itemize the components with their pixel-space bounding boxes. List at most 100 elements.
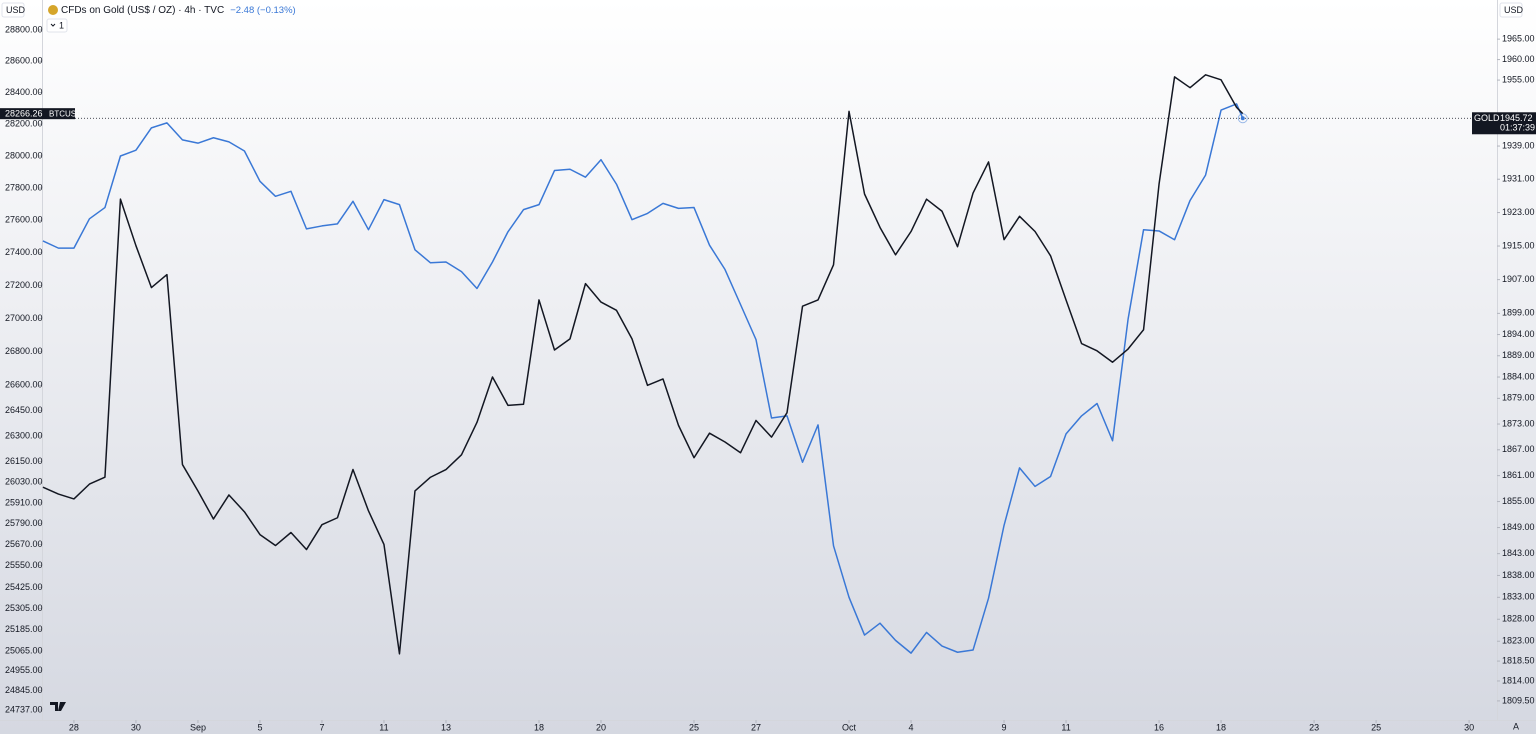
auto-scale-button[interactable]: A (1513, 721, 1519, 731)
y-tick-label: 26450.00 (5, 405, 43, 415)
x-tick-label: Oct (842, 722, 857, 732)
x-tick-label: 30 (131, 722, 141, 732)
y2-tick-label: 1855.00 (1502, 496, 1535, 506)
y2-tick-label: 1889.00 (1502, 350, 1535, 360)
y2-tick-label: 1833.00 (1502, 592, 1535, 602)
symbol-icon (48, 5, 58, 15)
series-line (42, 74, 1244, 655)
y2-tick-label: 1907.00 (1502, 274, 1535, 284)
y-tick-label: 24845.00 (5, 685, 43, 695)
y-tick-label: 25305.00 (5, 603, 43, 613)
y2-tick-label: 1818.50 (1502, 655, 1535, 665)
y2-tick-label: 1960.00 (1502, 54, 1535, 64)
y-tick-label: 25065.00 (5, 646, 43, 656)
x-tick-label: 13 (441, 722, 451, 732)
y-tick-label: 26600.00 (5, 380, 43, 390)
y-tick-label: 27800.00 (5, 182, 43, 192)
chevron-icon (50, 23, 56, 27)
last-point (1240, 116, 1245, 121)
y2-tick-label: 1849.00 (1502, 522, 1535, 532)
x-tick-label: 9 (1002, 722, 1007, 732)
y-tick-label: 28400.00 (5, 87, 43, 97)
series-line (42, 103, 1244, 654)
x-tick-label: 27 (751, 722, 761, 732)
last-value-label: 1945.72 (1500, 113, 1533, 123)
y2-tick-label: 1915.00 (1502, 240, 1535, 250)
y-tick-label: 28200.00 (5, 119, 43, 129)
y-tick-label: 26800.00 (5, 346, 43, 356)
x-tick-label: 25 (1371, 722, 1381, 732)
x-tick-label: 20 (596, 722, 606, 732)
last-point-halo (1237, 113, 1248, 124)
y-tick-label: 26030.00 (5, 477, 43, 487)
y2-tick-label: 1894.00 (1502, 329, 1535, 339)
currency-box-right[interactable] (1499, 2, 1523, 18)
y-tick-label: 25670.00 (5, 539, 43, 549)
price-change: −2.48 (−0.13%) (230, 5, 296, 16)
x-tick-label: 18 (1216, 722, 1226, 732)
y-tick-label: 27200.00 (5, 280, 43, 290)
y-tick-label: 27600.00 (5, 215, 43, 225)
x-tick-label: 11 (379, 722, 388, 732)
price-tag (0, 108, 75, 120)
currency-box[interactable] (1, 2, 25, 18)
x-tick-label: 28 (69, 722, 79, 732)
y2-tick-label: 1965.00 (1502, 33, 1535, 43)
y2-tick-label: 1823.00 (1502, 636, 1535, 646)
y-tick-label: 25790.00 (5, 518, 43, 528)
y-tick-label: 25185.00 (5, 624, 43, 634)
plot-area: 28800.00 28600.00 28400.00 28200.00 28000.00… (0, 24, 1536, 732)
y-tick-label: 25550.00 (5, 560, 43, 570)
y2-tick-label: 1955.00 (1502, 74, 1535, 84)
series-name-tag: BTCUSD (49, 109, 82, 118)
x-tick-label: 7 (319, 722, 324, 732)
x-tick-label: 11 (1061, 722, 1070, 732)
legend-header: USD CFDs on Gold (US$ / OZ) · 4h · TVC −… (1, 2, 1524, 33)
y2-tick-label: 1939.00 (1502, 140, 1535, 150)
y2-tick-label: 1828.00 (1502, 614, 1535, 624)
chart-title[interactable]: CFDs on Gold (US$ / OZ) · 4h · TVC (61, 5, 224, 16)
x-tick-label: 16 (1154, 722, 1164, 732)
y2-tick-label: 1879.00 (1502, 393, 1535, 403)
y-tick-label: 24955.00 (5, 665, 43, 675)
y2-tick-label: 1923.00 (1502, 207, 1535, 217)
y2-tick-label: 1873.00 (1502, 418, 1535, 428)
x-tick-label: 18 (534, 722, 544, 732)
x-tick-label: 25 (689, 722, 699, 732)
y2-tick-label: 1809.50 (1502, 695, 1535, 705)
y2-tick-label: 1899.00 (1502, 308, 1535, 318)
x-tick-label: 5 (257, 722, 262, 732)
currency-label-right[interactable]: USD (1504, 5, 1524, 15)
y-tick-label: 27400.00 (5, 247, 43, 257)
series-name-tag: GOLD (1474, 113, 1500, 123)
y2-tick-label: 1843.00 (1502, 548, 1535, 558)
y2-tick-label: 1867.00 (1502, 444, 1535, 454)
last-value-label: 28266.26 (5, 109, 43, 119)
countdown-label: 01:37:39 (1500, 123, 1535, 133)
x-tick-label: Sep (190, 722, 206, 732)
y-tick-label: 28800.00 (5, 24, 43, 34)
tradingview-logo (50, 702, 66, 711)
visibility-button[interactable] (46, 18, 68, 33)
x-tick-label: 23 (1309, 722, 1319, 732)
x-tick-label: 4 (909, 722, 914, 732)
y-tick-label: 25425.00 (5, 582, 43, 592)
y-tick-label: 28000.00 (5, 150, 43, 160)
visibility-count[interactable]: 1 (59, 20, 64, 30)
y-tick-label: 24737.00 (5, 704, 43, 714)
y2-tick-label: 1884.00 (1502, 371, 1535, 381)
y2-tick-label: 1814.00 (1502, 675, 1535, 685)
y-tick-label: 28600.00 (5, 56, 43, 66)
x-tick-label: 30 (1464, 722, 1474, 732)
y2-tick-label: 1838.00 (1502, 570, 1535, 580)
y2-tick-label: 1931.00 (1502, 174, 1535, 184)
y-tick-label: 27000.00 (5, 313, 43, 323)
currency-label[interactable]: USD (6, 5, 26, 15)
y-tick-label: 26150.00 (5, 456, 43, 466)
y-tick-label: 25910.00 (5, 497, 43, 507)
price-tag (1472, 112, 1536, 135)
y2-tick-label: 1861.00 (1502, 470, 1535, 480)
y-tick-label: 26300.00 (5, 430, 43, 440)
